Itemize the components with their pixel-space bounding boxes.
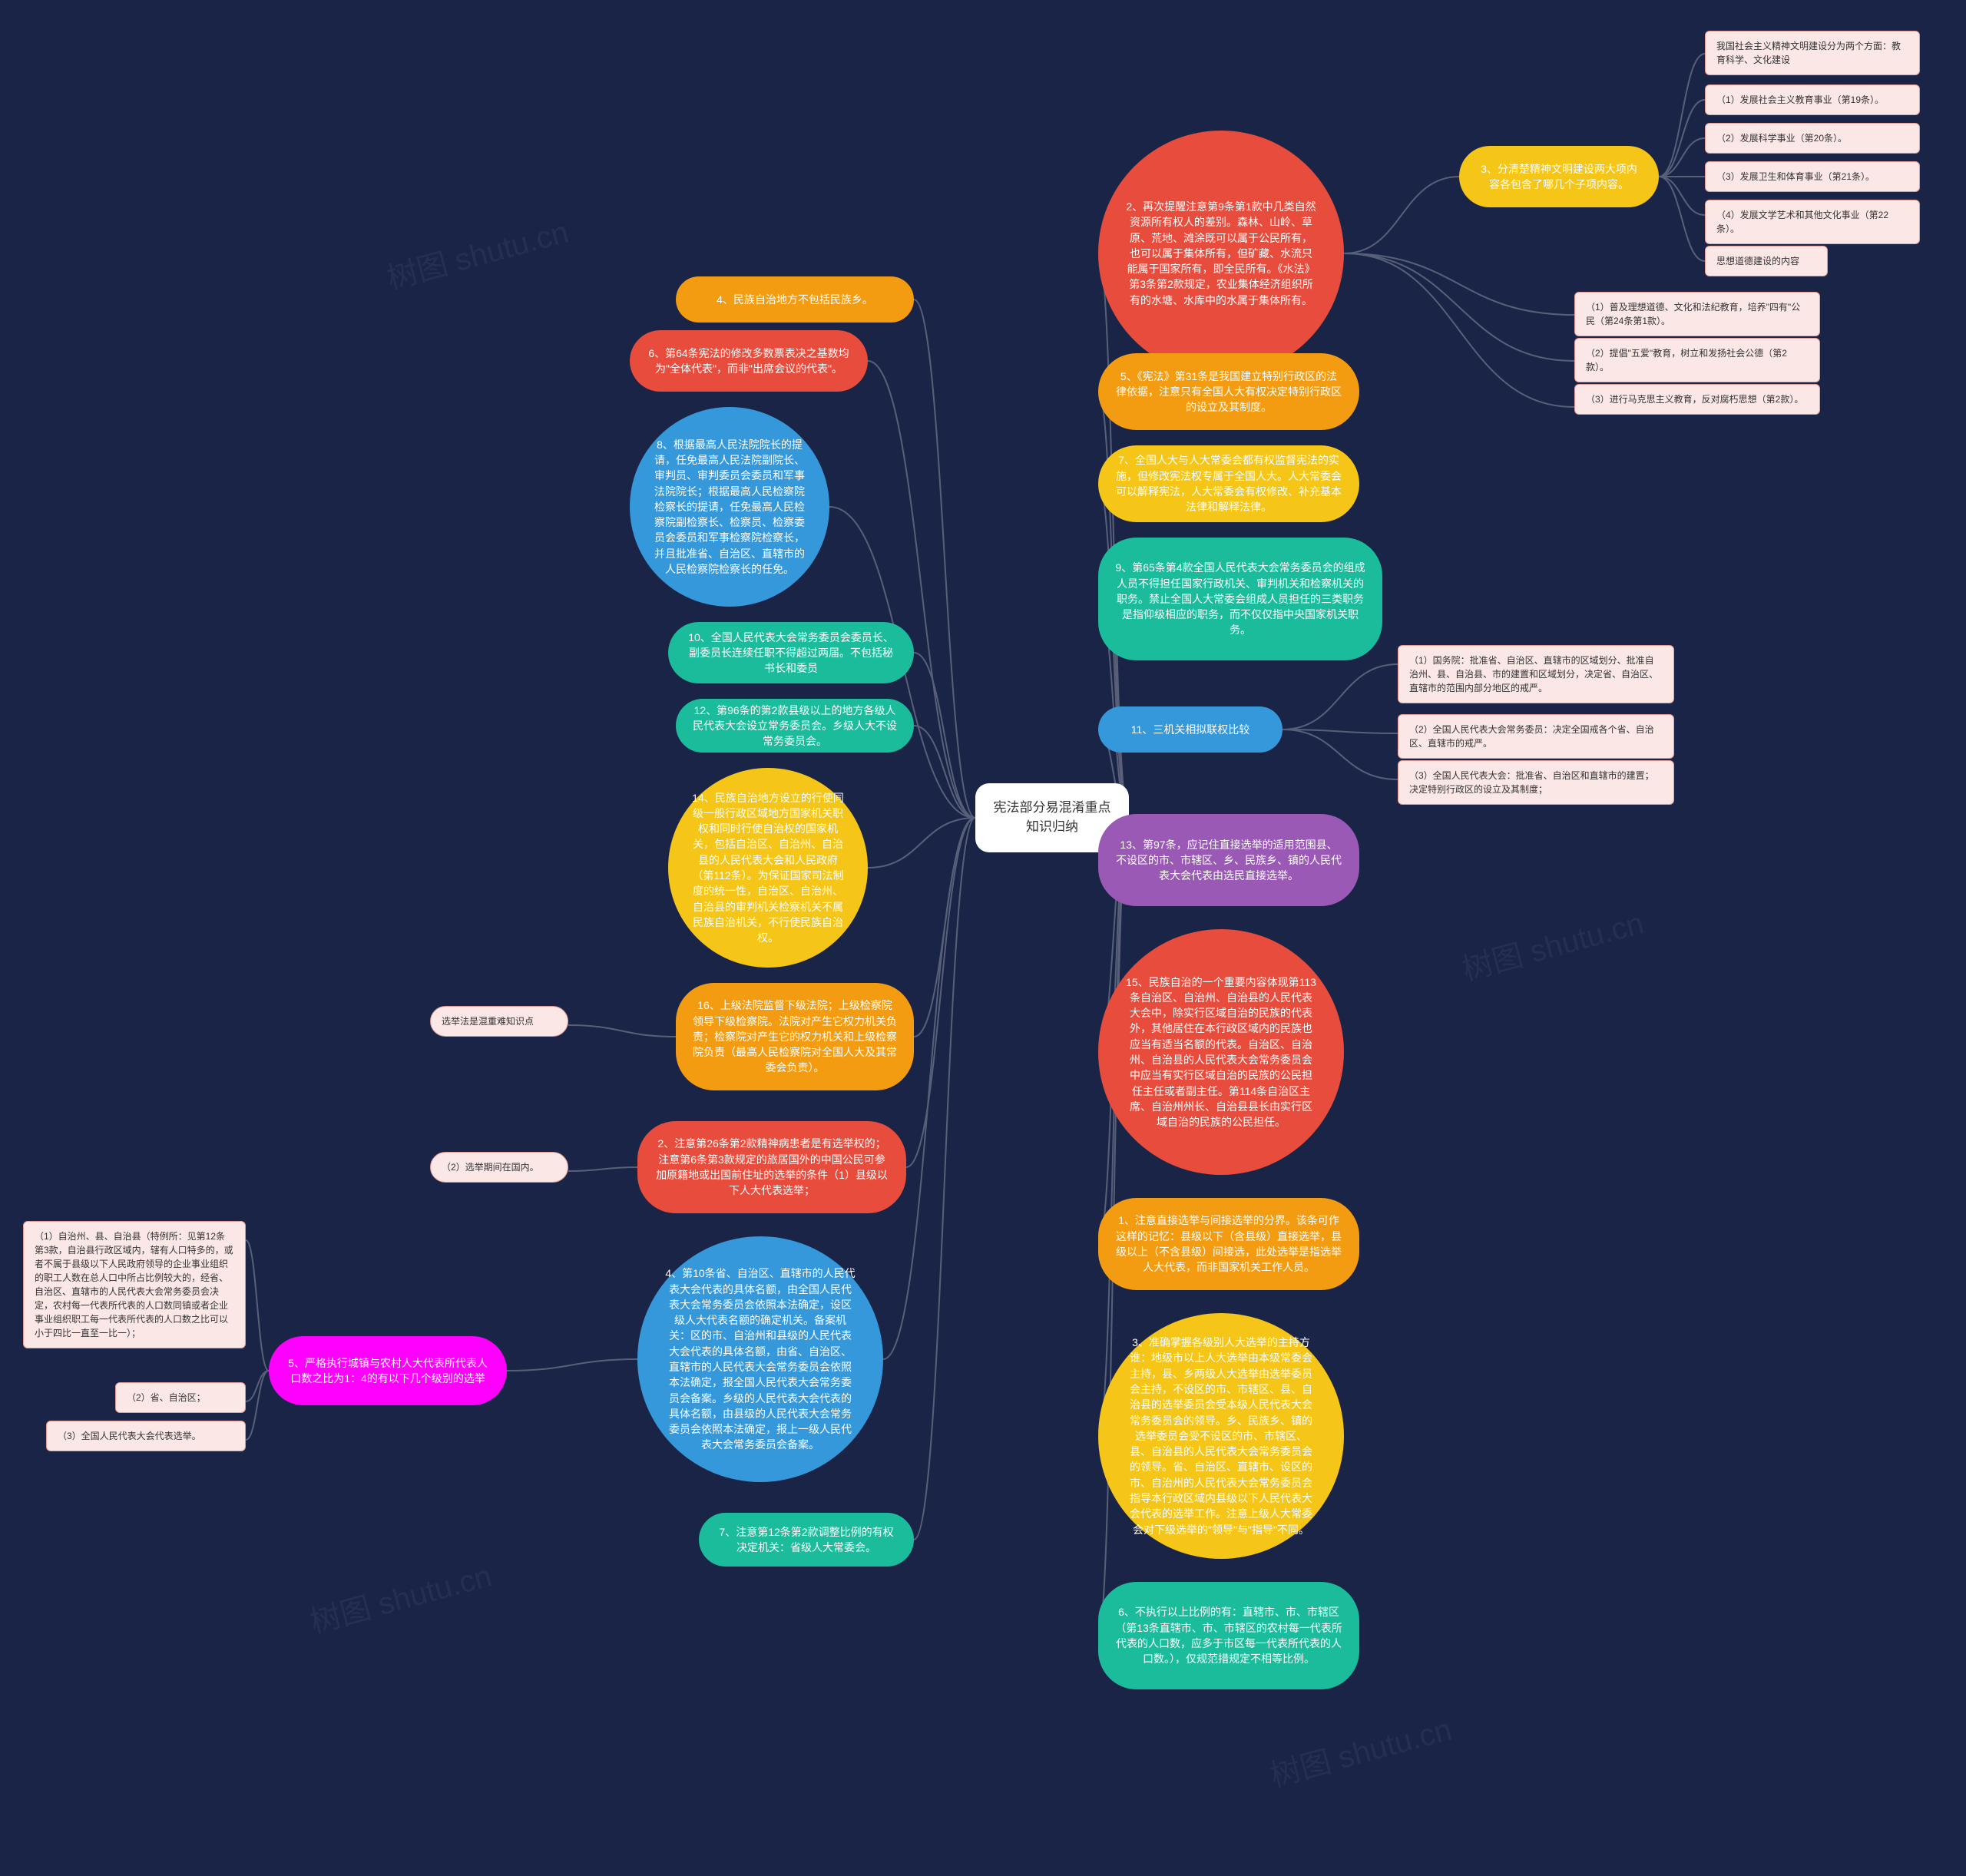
node-l10: 10、全国人民代表大会常务委员会委员长、副委员长连续任职不得超过两届。不包括秘书… bbox=[668, 622, 914, 683]
leaf-lf1: （1）发展社会主义教育事业（第19条）。 bbox=[1705, 84, 1920, 115]
node-l4b: 4、第10条省、自治区、直辖市的人民代表大会代表的具体名额，由全国人民代表大会常… bbox=[637, 1236, 883, 1482]
node-l5: 5、严格执行城镇与农村人大代表所代表人口数之比为1：4的有以下几个级别的选举 bbox=[269, 1336, 507, 1405]
node-r2: 2、再次提醒注意第9条第1款中几类自然资源所有权人的差别。森林、山岭、草原、荒地… bbox=[1098, 131, 1344, 376]
node-l8: 8、根据最高人民法院院长的提请，任免最高人民法院副院长、审判员、审判委员会委员和… bbox=[630, 407, 829, 607]
leaf-l5c1: （1）自治州、县、自治县（特例所：见第12条第3款，自治县行政区域内，辖有人口特… bbox=[23, 1221, 246, 1348]
leaf-l5c2: （2）省、自治区； bbox=[115, 1382, 246, 1413]
node-l4: 4、民族自治地方不包括民族乡。 bbox=[676, 276, 914, 323]
node-r13: 13、第97条，应记住直接选举的适用范围县、不设区的市、市辖区、乡、民族乡、镇的… bbox=[1098, 814, 1359, 906]
leaf-lf3: （3）发展卫生和体育事业（第21条）。 bbox=[1705, 161, 1920, 192]
leaf-r11b: （2）全国人民代表大会常务委员：决定全国戒各个省、自治区、直辖市的戒严。 bbox=[1398, 714, 1674, 759]
leaf-lf2: （2）发展科学事业（第20条）。 bbox=[1705, 123, 1920, 154]
node-r1: 1、注意直接选举与间接选举的分界。该条可作这样的记忆：县级以下（含县级）直接选举… bbox=[1098, 1198, 1359, 1290]
connection-lines bbox=[0, 0, 1966, 1876]
leaf-lf5: 思想道德建设的内容 bbox=[1705, 246, 1828, 276]
leaf-lf4: （4）发展文学艺术和其他文化事业（第22条）。 bbox=[1705, 200, 1920, 244]
node-l2a: 2、注意第26条第2款精神病患者是有选举权的；注意第6条第3款规定的旅居国外的中… bbox=[637, 1121, 906, 1213]
node-l7: 7、注意第12条第2款调整比例的有权决定机关：省级人大常委会。 bbox=[699, 1513, 914, 1567]
watermark: 树图 shutu.cn bbox=[1265, 1705, 1456, 1796]
leaf-l5c3: （3）全国人民代表大会代表选举。 bbox=[46, 1421, 246, 1451]
leaf-r2-3: 3、分清楚精神文明建设两大项内容各包含了哪几个子项内容。 bbox=[1459, 146, 1659, 207]
node-r7: 7、全国人大与人大常委会都有权监督宪法的实施，但修改宪法权专属于全国人大。人大常… bbox=[1098, 445, 1359, 522]
node-r6: 6、不执行以上比例的有：直辖市、市、市辖区（第13条直辖市、市、市辖区的农村每一… bbox=[1098, 1582, 1359, 1689]
node-l6: 6、第64条宪法的修改多数票表决之基数均为"全体代表"，而非"出席会议的代表"。 bbox=[630, 330, 868, 392]
leaf-lf0: 我国社会主义精神文明建设分为两个方面：教育科学、文化建设 bbox=[1705, 31, 1920, 75]
node-r11: 11、三机关相拟联权比较 bbox=[1098, 706, 1283, 753]
leaf-lf8: （3）进行马克思主义教育，反对腐朽思想（第2款）。 bbox=[1574, 384, 1820, 415]
node-l16: 16、上级法院监督下级法院；上级检察院领导下级检察院。法院对产生它权力机关负责；… bbox=[676, 983, 914, 1090]
node-l14: 14、民族自治地方设立的行使同级一般行政区域地方国家机关职权和同时行使自治权的国… bbox=[668, 768, 868, 968]
annotation-la2: （2）选举期间在国内。 bbox=[430, 1152, 568, 1183]
node-l12: 12、第96条的第2款县级以上的地方各级人民代表大会设立常务委员会。乡级人大不设… bbox=[676, 699, 914, 753]
node-r3: 3、准确掌握各级别人大选举的主持方谁：地级市以上人大选举由本级常委会主持，县、乡… bbox=[1098, 1313, 1344, 1559]
watermark: 树图 shutu.cn bbox=[382, 207, 573, 299]
node-r9: 9、第65条第4款全国人民代表大会常务委员会的组成人员不得担任国家行政机关、审判… bbox=[1098, 538, 1382, 660]
node-r15: 15、民族自治的一个重要内容体现第113条自治区、自治州、自治县的人民代表大会中… bbox=[1098, 929, 1344, 1175]
watermark: 树图 shutu.cn bbox=[1457, 898, 1648, 990]
annotation-la1: 选举法是混重难知识点 bbox=[430, 1006, 568, 1037]
leaf-r11a: （1）国务院：批准省、自治区、直辖市的区域划分、批准自治州、县、自治县、市的建置… bbox=[1398, 645, 1674, 703]
watermark: 树图 shutu.cn bbox=[305, 1551, 496, 1643]
leaf-r11c: （3）全国人民代表大会：批准省、自治区和直辖市的建置；决定特别行政区的设立及其制… bbox=[1398, 760, 1674, 805]
leaf-lf6: （1）普及理想道德、文化和法纪教育，培养"四有"公民（第24条第1款）。 bbox=[1574, 292, 1820, 336]
leaf-lf7: （2）提倡"五爱"教育，树立和发扬社会公德（第2款）。 bbox=[1574, 338, 1820, 382]
node-r5: 5、《宪法》第31条是我国建立特别行政区的法律依据，注意只有全国人大有权决定特别… bbox=[1098, 353, 1359, 430]
